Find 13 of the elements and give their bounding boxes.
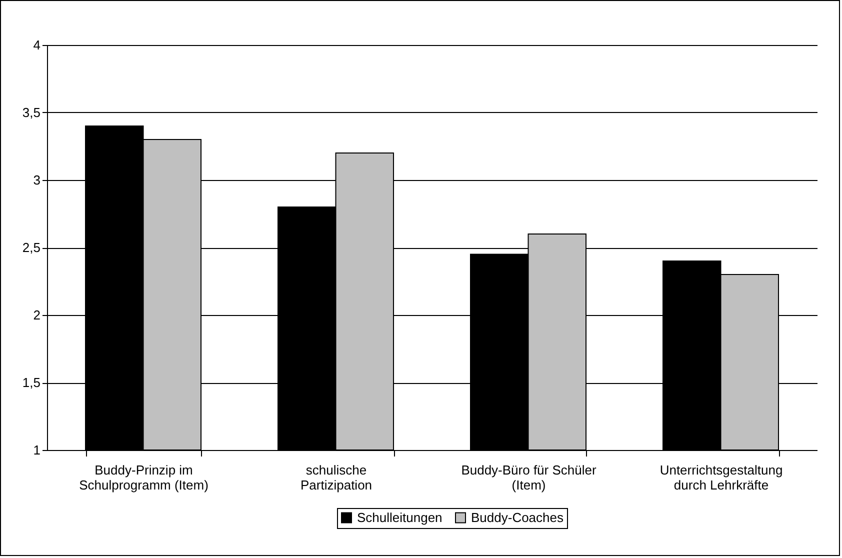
y-tick-label: 2,5 xyxy=(22,240,40,255)
legend-label: Schulleitungen xyxy=(357,510,442,525)
y-tick-label: 4 xyxy=(33,38,40,52)
x-tick-label: schulische Partizipation xyxy=(300,462,372,492)
y-tick-label: 3,5 xyxy=(22,105,40,120)
x-tick-label: Buddy-Prinzip im Schulprogramm (Item) xyxy=(79,462,208,492)
y-tick-label: 1,5 xyxy=(22,375,40,390)
x-tick-label: Unterrichtsgestaltung durch Lehrkräfte xyxy=(660,462,783,492)
y-tick-label: 2 xyxy=(33,308,40,322)
y-tick-label: 3 xyxy=(33,172,40,188)
legend-label: Buddy-Coaches xyxy=(471,510,564,525)
x-tick-label: Buddy-Büro für Schüler (Item) xyxy=(461,462,597,492)
y-tick-label: 1 xyxy=(33,442,40,458)
